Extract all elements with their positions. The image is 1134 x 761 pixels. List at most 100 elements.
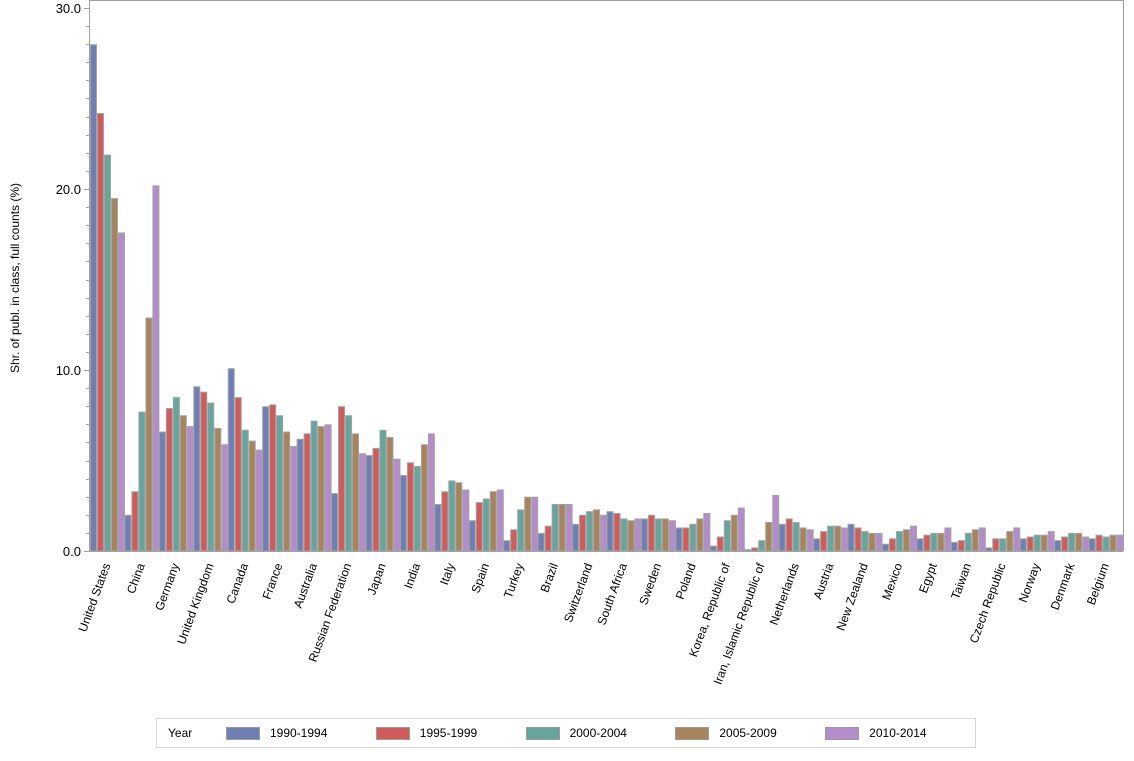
bar-group xyxy=(572,509,608,552)
bar xyxy=(1075,532,1083,552)
bar-group xyxy=(640,514,676,552)
x-tick-label: Japan xyxy=(364,561,388,597)
bar xyxy=(221,444,229,552)
bar xyxy=(310,420,318,552)
x-tick-label: Norway xyxy=(1016,561,1043,604)
bar xyxy=(785,518,793,552)
bar xyxy=(909,525,917,552)
bar xyxy=(586,511,594,552)
bar xyxy=(399,474,407,552)
bar xyxy=(751,547,759,552)
bar xyxy=(303,433,311,552)
bar xyxy=(234,397,242,552)
bar xyxy=(1033,534,1041,552)
bar xyxy=(682,527,690,552)
bar xyxy=(503,540,511,552)
legend-label: 1995-1999 xyxy=(419,726,478,740)
bar xyxy=(276,415,284,552)
bar xyxy=(944,527,952,552)
bar xyxy=(778,523,786,552)
bar xyxy=(950,541,958,552)
legend-label: 2010-2014 xyxy=(869,726,927,740)
bar xyxy=(248,440,256,552)
bar xyxy=(1095,534,1103,552)
legend-title: Year xyxy=(168,726,193,740)
x-tick-label: Belgium xyxy=(1084,561,1112,607)
legend-label: 2000-2004 xyxy=(569,726,627,740)
x-tick-label: Austria xyxy=(810,561,836,601)
bar-group xyxy=(813,525,849,552)
x-tick-label: Denmark xyxy=(1048,560,1078,611)
x-tick-label: China xyxy=(124,561,148,596)
bar xyxy=(269,404,277,552)
bar xyxy=(158,431,166,552)
bar xyxy=(716,536,724,552)
bar xyxy=(406,462,414,552)
bar xyxy=(1006,531,1014,552)
bar-group xyxy=(399,433,435,552)
x-tick-label: India xyxy=(401,561,423,591)
legend-item-1990-1994: 1990-1994 xyxy=(225,726,376,740)
bar xyxy=(468,520,476,552)
y-tick-label: 10.0 xyxy=(56,363,81,378)
bar xyxy=(104,154,111,552)
bar-group xyxy=(1019,531,1055,552)
bar-group xyxy=(950,527,986,552)
legend-item-2005-2009: 2005-2009 xyxy=(675,726,825,740)
bar xyxy=(640,518,648,552)
bar xyxy=(179,415,187,552)
bar xyxy=(97,112,104,552)
x-tick-label: Switzerland xyxy=(561,561,595,624)
bar xyxy=(1102,536,1110,552)
bar-group xyxy=(193,386,229,552)
bar xyxy=(820,531,828,552)
bar-group xyxy=(331,406,367,552)
bar-group xyxy=(434,480,470,552)
legend-swatch-icon xyxy=(225,726,260,740)
bar xyxy=(723,520,731,552)
bar xyxy=(172,397,180,552)
bar xyxy=(668,520,676,552)
bar xyxy=(888,538,896,552)
legend: Year 1990-1994 1995-1999 2000-2004 2005-… xyxy=(156,718,976,748)
bar xyxy=(730,514,738,552)
bar-group xyxy=(1054,532,1090,552)
bar-group xyxy=(296,420,332,552)
bar xyxy=(881,543,889,552)
bar xyxy=(496,489,504,552)
bar xyxy=(758,540,766,552)
bar xyxy=(930,532,938,552)
bar-group xyxy=(847,523,883,552)
x-tick-label: France xyxy=(260,561,286,601)
bar xyxy=(165,408,173,552)
legend-swatch-icon xyxy=(675,726,710,740)
bar xyxy=(152,185,160,552)
bar xyxy=(565,503,573,552)
bar xyxy=(517,509,525,552)
bar xyxy=(957,540,965,552)
legend-label: 1990-1994 xyxy=(269,726,328,740)
bar xyxy=(1068,532,1076,552)
legend-item-2000-2004: 2000-2004 xyxy=(525,726,676,740)
bar-group xyxy=(778,518,814,552)
legend-label: 2005-2009 xyxy=(719,726,777,740)
bar xyxy=(772,494,780,552)
bar xyxy=(847,523,855,552)
bar xyxy=(145,317,153,552)
bar xyxy=(1082,536,1090,552)
x-tick-label: Germany xyxy=(152,561,182,612)
bar xyxy=(827,525,835,552)
bar xyxy=(799,527,807,552)
bar-group xyxy=(675,512,711,552)
bar xyxy=(971,529,979,552)
bar xyxy=(255,449,263,552)
bar xyxy=(600,514,608,552)
bar xyxy=(792,522,800,552)
x-tick-label: Brazil xyxy=(538,561,561,594)
bar xyxy=(489,491,497,552)
y-tick-label: 30.0 xyxy=(56,1,81,16)
bar xyxy=(324,424,332,552)
bar-group xyxy=(537,503,573,552)
bar xyxy=(317,426,325,552)
